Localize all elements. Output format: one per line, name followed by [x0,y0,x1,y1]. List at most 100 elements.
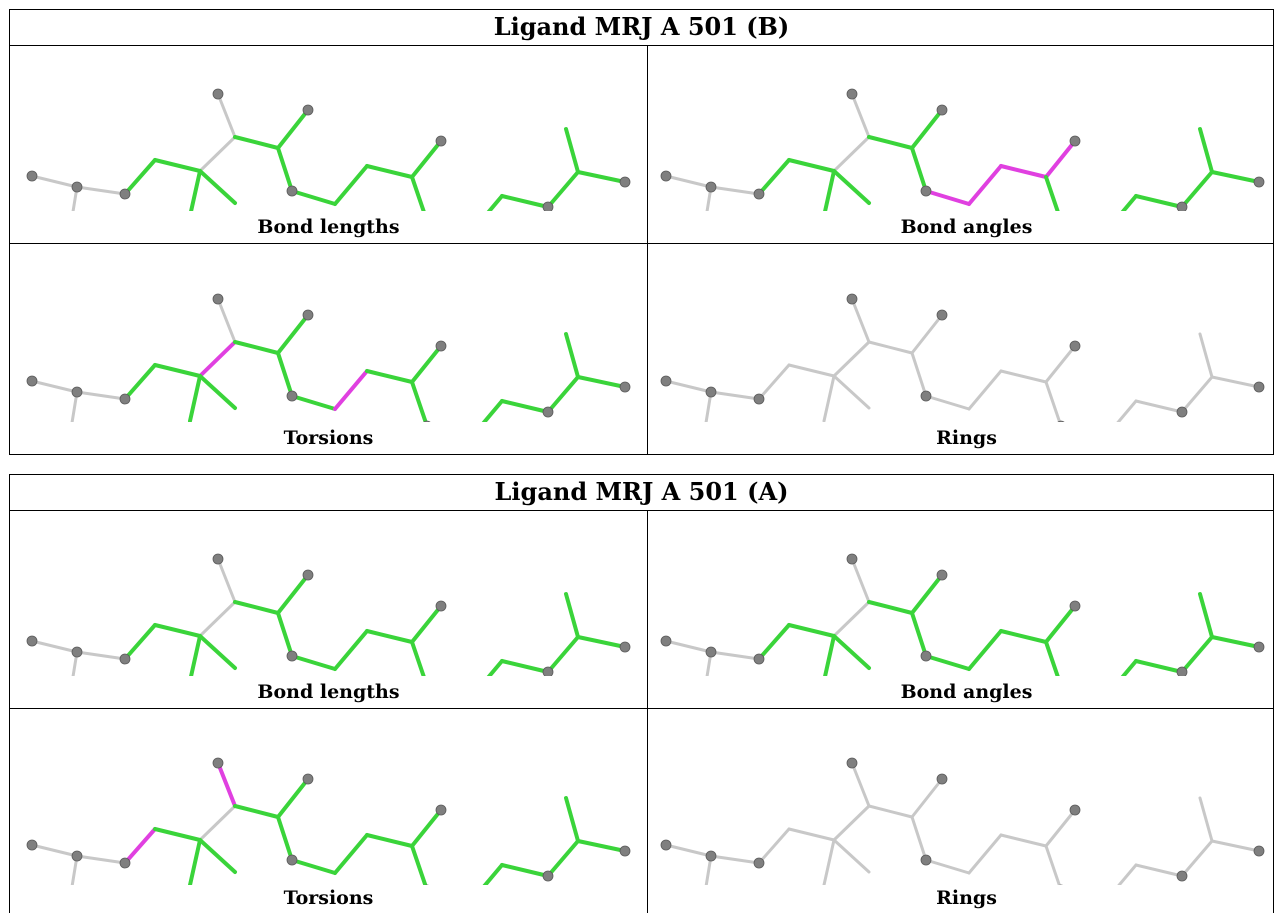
bond [924,858,971,875]
atom [705,850,717,862]
atom [619,845,631,857]
bond [1210,839,1261,853]
molecule-image [26,757,631,885]
bond [999,629,1048,644]
bond [832,169,871,205]
bond [290,654,337,671]
bond [757,363,791,401]
bond [664,639,713,654]
atom [26,375,38,387]
panel-caption: Rings [936,427,997,449]
divider-vertical [647,46,648,455]
bond [276,146,294,193]
bond [967,369,1003,411]
atom [753,857,765,869]
atom [920,854,932,866]
atom [705,181,717,193]
bond [333,164,369,206]
bond [564,796,580,843]
bond [233,804,280,819]
bond [850,761,871,808]
bond [910,777,944,819]
bond [198,169,237,205]
bond [664,843,713,858]
bond [910,573,944,615]
bond [546,375,580,414]
bond [365,629,414,644]
bond [233,600,280,615]
bond [546,170,580,209]
panel-bond-lengths: Bond lengths [10,46,647,243]
bond [1198,592,1214,639]
molecule-image [26,88,631,211]
atom [1176,201,1188,211]
bond [290,858,337,875]
bond [823,634,836,676]
atom [660,635,672,647]
bond [365,833,414,848]
atom [302,104,314,116]
bond [216,297,237,344]
bond [924,189,971,206]
atom [660,170,672,182]
bond [709,390,761,401]
bond [564,127,580,174]
panel-caption: Torsions [283,427,374,449]
bond [867,600,914,615]
bond [999,833,1048,848]
bond [704,854,713,885]
panel-torsions: Torsions [10,244,647,454]
bond [153,158,202,173]
atom [619,176,631,188]
panel-caption: Rings [936,887,997,909]
bond [188,374,202,422]
atom [1176,406,1188,418]
bond [189,169,202,211]
bond [757,827,791,865]
bond [576,839,627,853]
bond [1180,375,1214,414]
bond [153,363,202,378]
bond [850,557,871,604]
atom [920,185,932,197]
atom [542,870,554,882]
bond [850,92,871,139]
molecule-image [26,553,631,676]
divider-horizontal [10,243,1273,244]
bond [365,369,414,384]
bond [1134,399,1184,414]
bond [123,827,157,865]
bond [333,369,369,411]
atom [936,569,948,581]
atom [705,646,717,658]
panel-rings: Rings [648,709,1275,913]
bond [198,374,237,410]
bond [75,650,127,661]
atom [936,773,948,785]
molecule-image [660,293,1265,422]
bond [832,374,871,410]
atom [846,553,858,565]
bond [910,146,928,193]
bond [1198,796,1214,843]
bond [198,838,237,874]
bond [967,629,1003,671]
bond [1210,375,1261,389]
atom [936,104,948,116]
atom [26,170,38,182]
atom [212,553,224,565]
bond [832,340,871,378]
bond [333,629,369,671]
atom [920,390,932,402]
bond [576,375,627,389]
bond [1044,139,1077,179]
bond [709,650,761,661]
panel-caption: Bond angles [900,216,1033,238]
bond [546,635,580,674]
bond [290,394,337,411]
bond [188,838,202,885]
bond [664,174,713,189]
bond [564,592,580,639]
bond [564,332,580,379]
bond [967,164,1003,206]
